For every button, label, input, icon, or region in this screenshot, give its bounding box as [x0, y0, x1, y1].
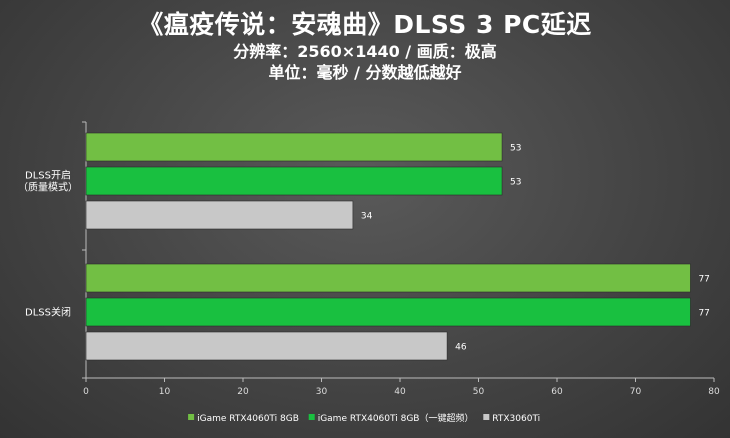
legend-label: RTX3060Ti: [492, 414, 540, 424]
x-tick-label: 30: [316, 387, 328, 397]
x-tick-label: 50: [473, 387, 485, 397]
bar-value-label: 77: [698, 275, 709, 285]
bar-value-label: 53: [510, 144, 521, 154]
category-label: DLSS关闭: [25, 306, 71, 319]
category-label: DLSS开启（质量模式）: [18, 169, 78, 194]
x-tick-label: 10: [159, 387, 171, 397]
chart-subtitle-settings: 分辨率：2560×1440 / 画质：极高: [233, 42, 497, 61]
bar: [85, 331, 448, 361]
bar: [85, 200, 354, 230]
bar-value-label: 53: [510, 178, 521, 188]
x-tick-label: 20: [237, 387, 249, 397]
legend-label: iGame RTX4060Ti 8GB（一键超频）: [318, 412, 474, 424]
x-tick-label: 60: [551, 387, 563, 397]
legend-swatch: [483, 414, 490, 420]
x-tick-label: 0: [83, 387, 89, 397]
chart-subtitle-unit: 单位：毫秒 / 分数越低越好: [268, 63, 462, 82]
bar: [85, 297, 691, 327]
x-tick-label: 70: [630, 387, 642, 397]
bar-value-label: 46: [455, 343, 467, 353]
legend-label: iGame RTX4060Ti 8GB: [197, 414, 299, 424]
legend-swatch: [188, 414, 195, 420]
bar-value-label: 77: [698, 309, 709, 319]
bar-value-label: 34: [361, 212, 373, 222]
chart-title: 《瘟疫传说：安魂曲》DLSS 3 PC延迟: [138, 10, 592, 39]
x-tick-label: 40: [394, 387, 406, 397]
bar: [85, 132, 503, 162]
bar: [85, 166, 503, 196]
x-tick-label: 80: [708, 387, 720, 397]
legend-swatch: [308, 414, 315, 420]
bar: [85, 263, 691, 293]
chart-header: 《瘟疫传说：安魂曲》DLSS 3 PC延迟 分辨率：2560×1440 / 画质…: [0, 0, 730, 83]
